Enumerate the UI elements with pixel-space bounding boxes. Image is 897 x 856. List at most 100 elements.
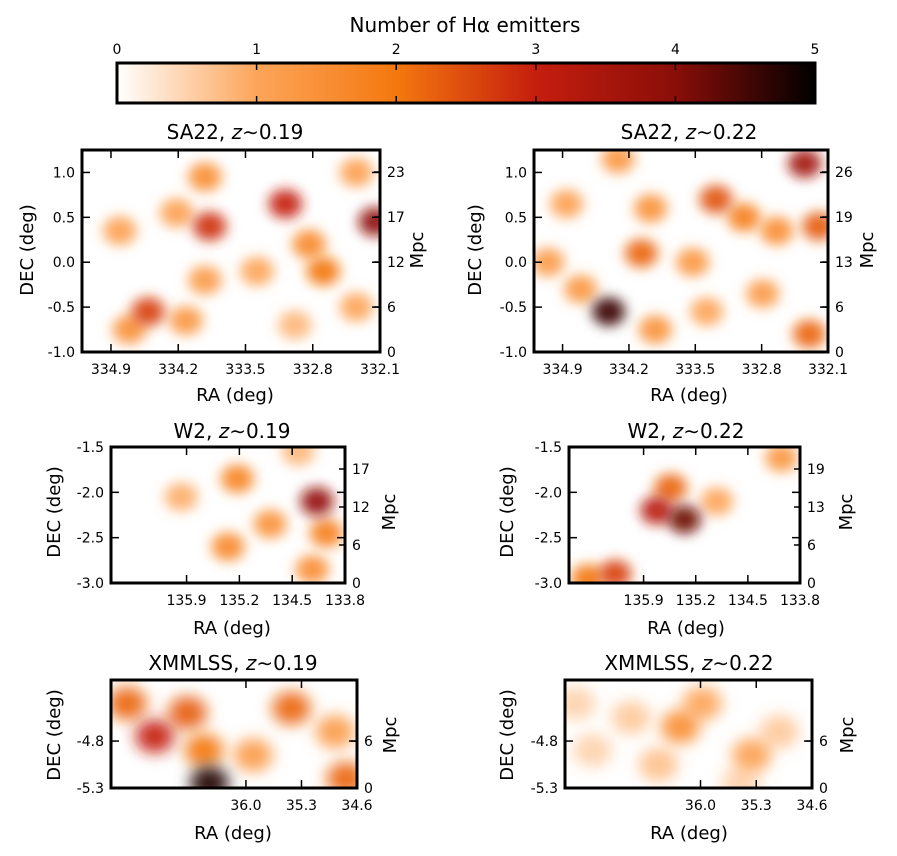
y-tick-label: -3.0: [77, 576, 104, 592]
density-peak: [760, 447, 800, 477]
y2-tick-label: 12: [387, 255, 405, 271]
panel-title-field: SA22,: [167, 120, 232, 144]
y2-tick-label: 6: [819, 734, 828, 750]
density-layer: [159, 447, 345, 583]
panel-title-z: z: [672, 419, 684, 443]
panel-title-redshift: ∼0.22: [712, 651, 773, 675]
colorbar-tick-label: 1: [252, 42, 261, 58]
density-peak: [619, 234, 663, 272]
y-axis-label: DEC (deg): [17, 204, 38, 296]
x-tick-label: 133.8: [325, 593, 365, 609]
panel-title-z: z: [685, 120, 697, 144]
y-tick-label: 1.0: [53, 165, 75, 181]
density-peak: [98, 211, 142, 250]
density-peak: [178, 728, 230, 773]
x-tick-label: 135.9: [167, 593, 207, 609]
density-peak: [206, 528, 250, 566]
x-tick-label: 135.2: [676, 593, 716, 609]
y2-axis-label: Mpc: [379, 494, 400, 531]
heatmap-area: 135.9 135.2 134.5 133.8 -1.5 -2.0 -2.5 -3.0 17 12…: [77, 440, 370, 609]
density-peak: [129, 714, 180, 759]
density-peak: [295, 482, 339, 521]
y-tick-label: -1.5: [535, 440, 562, 456]
density-peak: [671, 243, 715, 281]
colorbar-tick-label: 2: [392, 42, 401, 58]
density-peak: [629, 189, 673, 228]
y-tick-label: -0.5: [500, 300, 527, 316]
density-peak: [248, 505, 292, 543]
y2-tick-label: 6: [387, 300, 396, 316]
density-peak: [694, 180, 738, 219]
panel-title-field: W2,: [173, 419, 218, 443]
colorbar: Number of Hα emitters 0 1 2 3 4 5: [113, 13, 820, 105]
colorbar-gradient: [115, 61, 817, 105]
y-tick-label: -3.0: [535, 576, 562, 592]
colorbar-ticks: 0 1 2 3 4 5: [113, 42, 820, 103]
density-peak: [187, 207, 232, 246]
x-tick-label: 135.9: [624, 593, 664, 609]
density-peak: [309, 709, 357, 754]
panel-sa22-z019: SA22, z∼0.19 334.9 334.2 333.5 332.8 332.1 1.…: [17, 120, 428, 406]
density-peak: [304, 514, 345, 552]
density-peak: [154, 193, 199, 232]
y-tick-label: -2.0: [535, 485, 562, 501]
density-peak: [183, 261, 227, 300]
y-axis-label: DEC (deg): [44, 466, 65, 558]
y-tick-label: -1.0: [48, 345, 75, 361]
x-tick-label: 36.0: [685, 798, 716, 814]
x-tick-label: 133.8: [780, 593, 820, 609]
plot-frame: [532, 148, 830, 354]
panel-sa22-z022: SA22, z∼0.22 334.9 334.2 333.5 332.8 332.1 1.…: [465, 120, 878, 406]
x-axis-label: RA (deg): [650, 385, 728, 406]
x-tick-label: 332.8: [742, 362, 782, 378]
panel-w2-z022: W2, z∼0.22 135.9 135.2 134.5 133.8 -1.5 -2.0 -…: [497, 419, 857, 639]
panel-w2-z019: W2, z∼0.19 135.9 135.2 134.5 133.8 -1.5 -2.0 -…: [44, 419, 400, 639]
colorbar-tick-label: 5: [811, 42, 820, 58]
panel-title: W2, z∼0.19: [173, 419, 290, 443]
density-peak: [755, 212, 799, 250]
density-peak: [263, 184, 308, 223]
x-tick-label: 134.5: [272, 593, 312, 609]
density-layer: [569, 447, 800, 583]
x-tick-label: 134.5: [728, 593, 768, 609]
panel-title-redshift: ∼0.22: [683, 419, 744, 443]
y2-axis-label: Mpc: [836, 494, 857, 531]
panel-title-redshift: ∼0.19: [229, 419, 290, 443]
plot-frame: [567, 445, 802, 585]
y-tick-label: 1.0: [505, 165, 527, 181]
y-tick-label: 0.0: [53, 255, 75, 271]
density-peak: [353, 202, 380, 241]
colorbar-title: Number of Hα emitters: [350, 13, 581, 37]
density-peak: [605, 695, 657, 740]
density-peak: [227, 733, 279, 777]
panel-title-redshift: ∼0.19: [256, 651, 317, 675]
y2-tick-label: 13: [835, 255, 853, 271]
y2-tick-label: 12: [352, 500, 370, 516]
density-peak: [587, 292, 631, 331]
density-peak: [334, 288, 379, 327]
panel-title-field: W2,: [627, 419, 672, 443]
x-axis-label: RA (deg): [194, 823, 272, 844]
density-peak: [633, 742, 684, 787]
heatmap-area: 36.0 35.3 34.6 -4.8 -5.3 6 0: [531, 678, 828, 814]
density-peak: [726, 733, 777, 778]
heatmap-area: 334.9 334.2 333.5 332.8 332.1 1.0 0.5 0.0 -0.5 -1…: [500, 148, 853, 378]
x-tick-label: 333.5: [225, 362, 265, 378]
y2-axis-label: Mpc: [380, 717, 401, 754]
y-tick-label: -5.3: [77, 781, 104, 797]
y2-tick-label: 0: [352, 576, 361, 592]
plot-frame: [563, 678, 814, 790]
y2-tick-label: 0: [819, 781, 828, 797]
y2-tick-label: 0: [387, 345, 396, 361]
panel-title-z: z: [701, 651, 713, 675]
density-layer: [111, 681, 357, 788]
y2-tick-label: 0: [807, 576, 816, 592]
plot-frame: [80, 148, 382, 354]
x-tick-label: 334.2: [158, 362, 198, 378]
panel-title-redshift: ∼0.19: [242, 120, 303, 144]
x-tick-label: 34.6: [796, 798, 827, 814]
x-tick-label: 334.9: [543, 362, 583, 378]
x-axis-label: RA (deg): [650, 823, 728, 844]
panel-title: XMMLSS, z∼0.19: [148, 651, 317, 675]
